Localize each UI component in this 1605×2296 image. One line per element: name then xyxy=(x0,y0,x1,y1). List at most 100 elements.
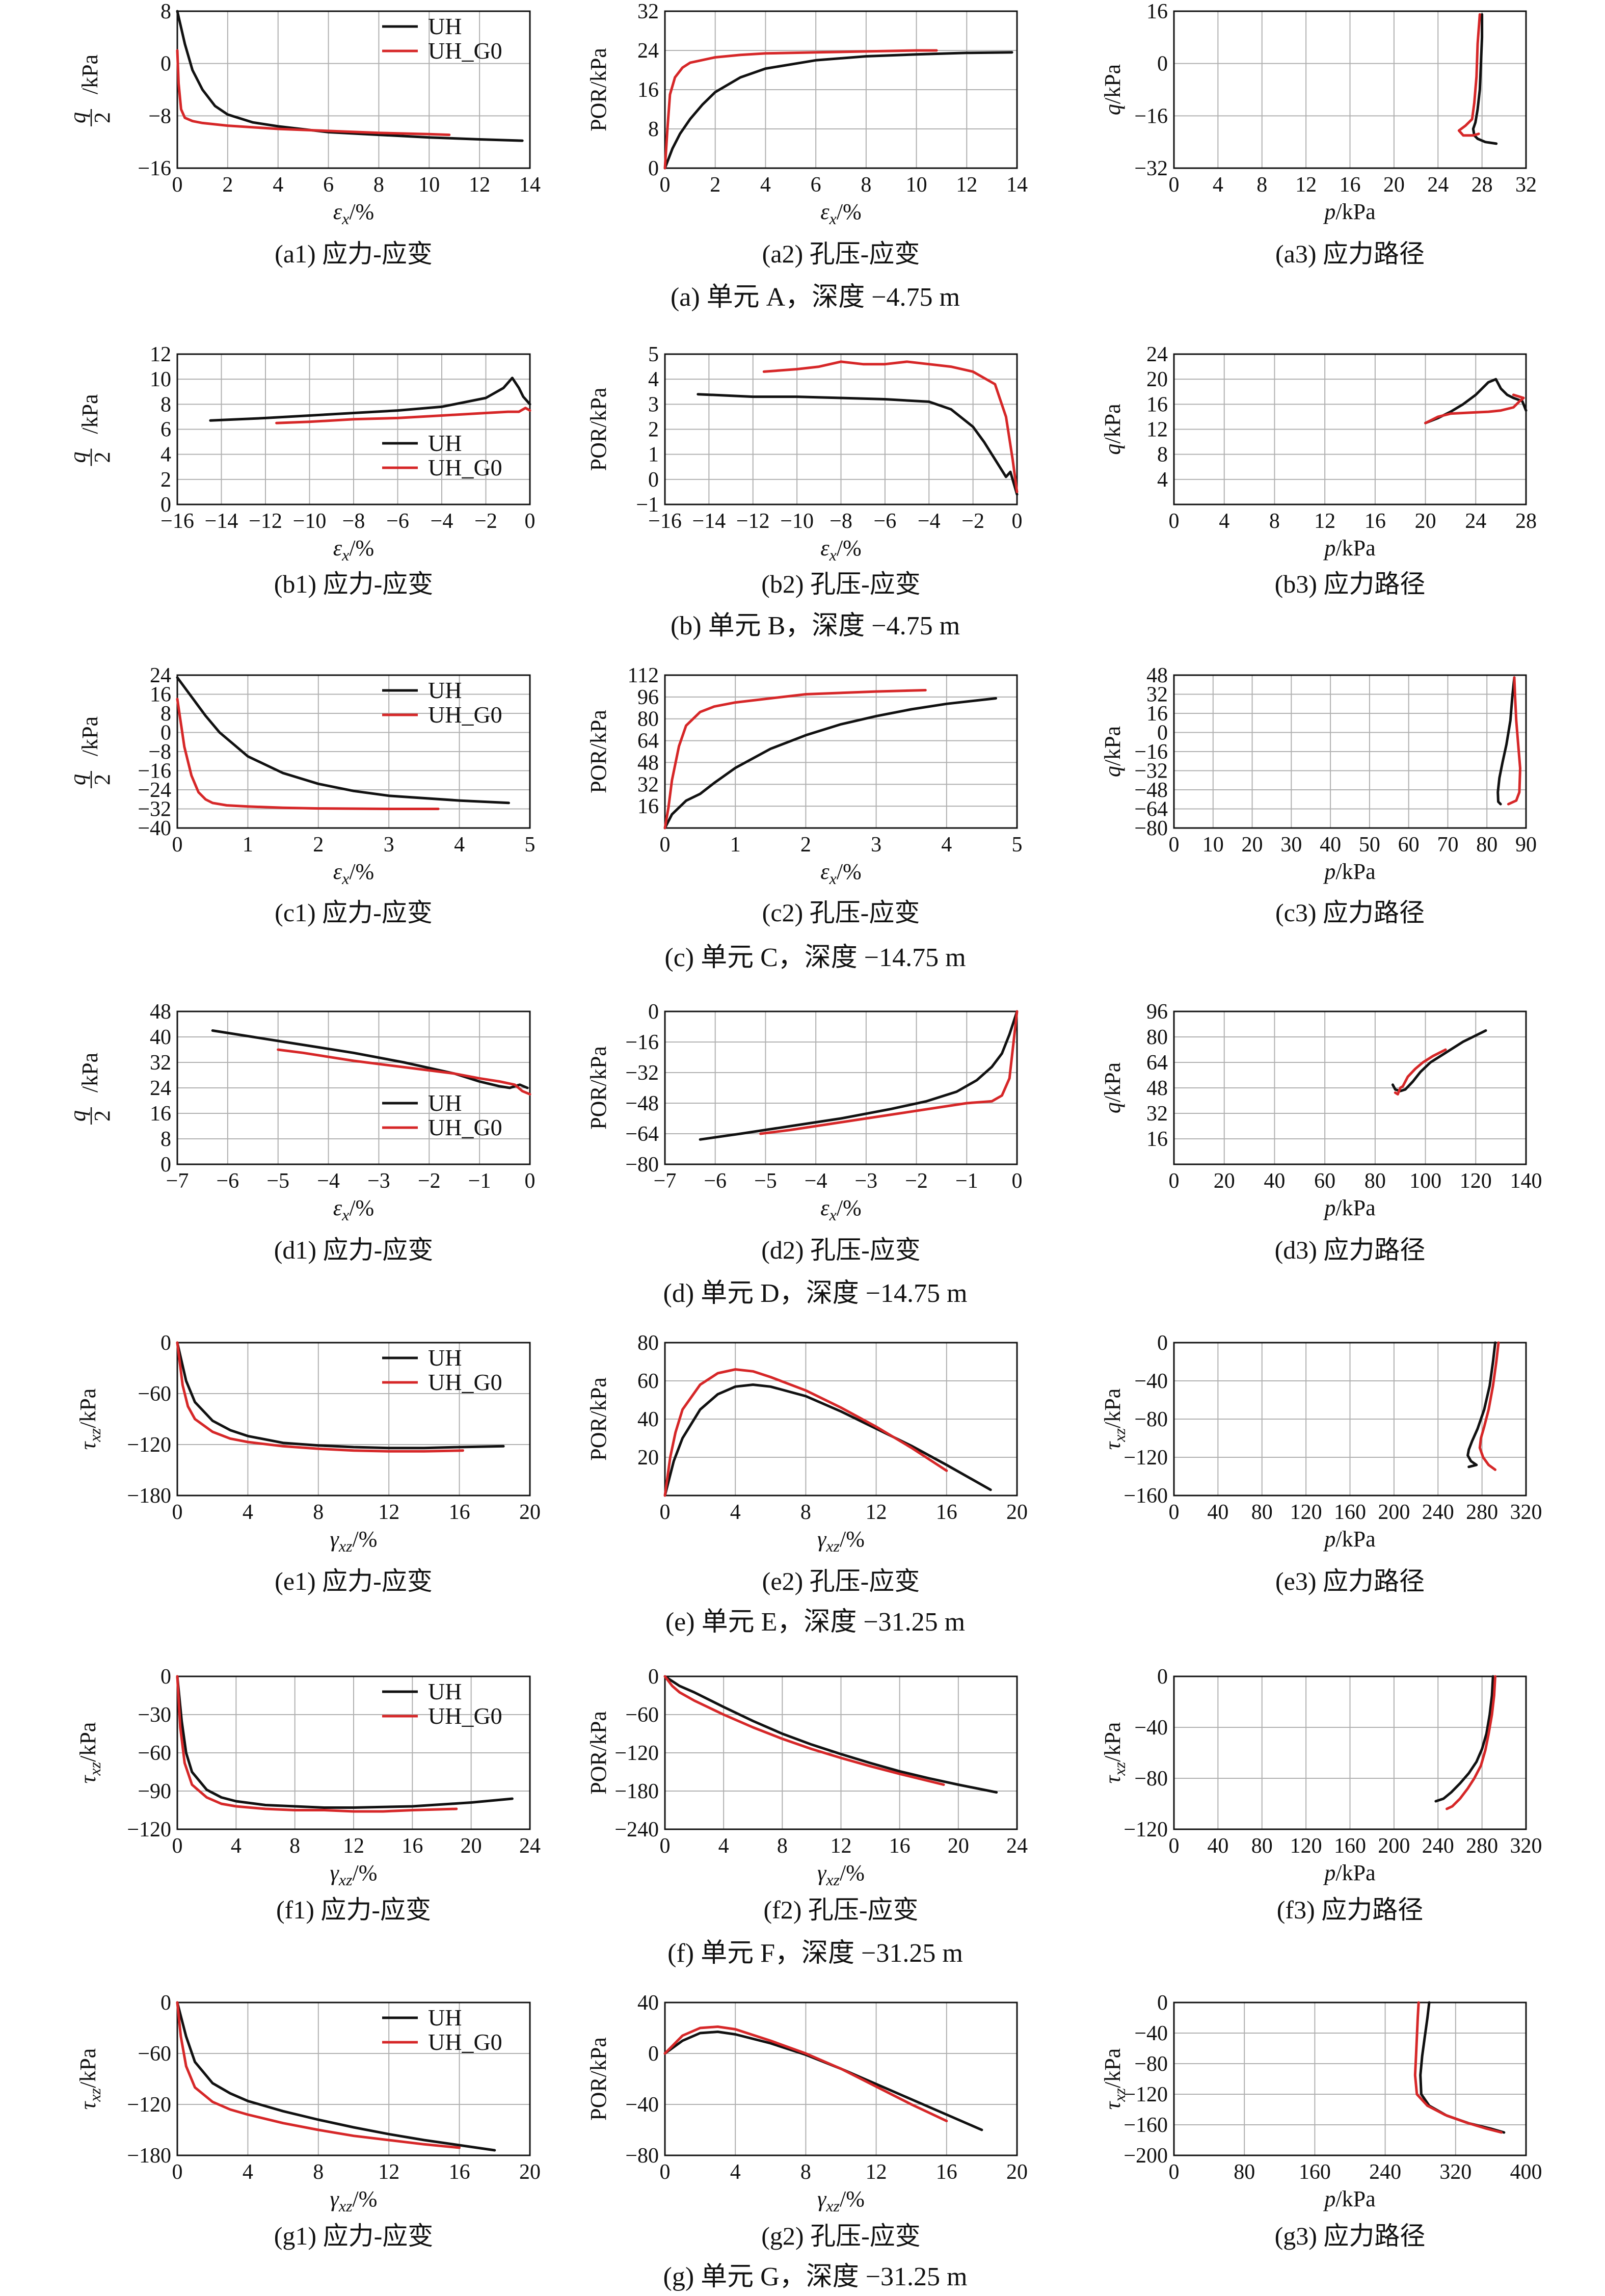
y-tick-label: 32 xyxy=(1146,1102,1168,1126)
y-tick-label: 32 xyxy=(637,773,659,796)
x-tick-label: 1 xyxy=(730,833,741,857)
y-tick-label: 16 xyxy=(637,795,659,818)
x-tick-label: −2 xyxy=(905,1169,928,1193)
axis-unit: /% xyxy=(837,199,862,224)
y-tick-label: 0 xyxy=(1157,1331,1168,1355)
plot-frame xyxy=(1173,2001,1527,2156)
axis-symbol: τ xyxy=(1100,2100,1125,2110)
axis-unit: /kPa xyxy=(1100,1722,1125,1762)
axis-subscript: x xyxy=(829,209,837,228)
axis-unit: /kPa xyxy=(1335,199,1375,224)
y-tick-label: 20 xyxy=(637,1446,659,1470)
y-axis-label: q 2/kPa xyxy=(65,55,115,126)
x-tick-label: 20 xyxy=(1415,510,1436,533)
y-tick-label: 0 xyxy=(1157,1665,1168,1689)
axis-label: p/kPa xyxy=(1323,1860,1375,1885)
y-tick-label: −180 xyxy=(127,1484,171,1508)
axis-label: POR/kPa xyxy=(586,1046,611,1130)
x-tick-label: 4 xyxy=(718,1834,729,1858)
x-tick-label: 160 xyxy=(1334,1834,1366,1858)
series-line-uh xyxy=(1434,1675,1494,1803)
x-tick-label: 200 xyxy=(1378,1501,1410,1524)
x-tick-label: −8 xyxy=(830,510,852,533)
y-tick-label: 24 xyxy=(1146,343,1168,366)
x-tick-label: 5 xyxy=(1012,833,1023,857)
y-tick-label: −64 xyxy=(625,1123,659,1146)
x-tick-label: 32 xyxy=(1515,173,1537,197)
axis-symbol: τ xyxy=(75,1774,100,1783)
axis-unit: /kPa xyxy=(1335,859,1375,884)
y-tick-label: 0 xyxy=(160,1665,171,1689)
x-tick-label: 0 xyxy=(1169,1169,1180,1193)
x-tick-label: 0 xyxy=(660,1834,671,1858)
y-tick-label: 16 xyxy=(150,683,171,707)
y-tick-label: −80 xyxy=(625,1153,659,1177)
plot-frame xyxy=(176,674,531,829)
y-tick-label: 96 xyxy=(1146,1000,1168,1024)
subplot-title: (d3) 应力路径 xyxy=(1275,1236,1426,1264)
axis-label: τxz/kPa xyxy=(75,1722,104,1784)
y-tick-label: −80 xyxy=(625,2144,659,2168)
chart-e3: 0 40 80 120 160 200 240 280 320−160−120−80−400p/… xyxy=(1100,1331,1542,1595)
subplot-title: (d1) 应力-应变 xyxy=(274,1236,433,1264)
plot-frame xyxy=(1173,674,1527,829)
series-line-uh xyxy=(1391,1029,1487,1092)
axis-subscript: xz xyxy=(825,1537,840,1555)
series-line-uh-g0 xyxy=(663,1368,948,1497)
y-tick-label: 32 xyxy=(1146,683,1168,707)
y-tick-label: −32 xyxy=(1134,157,1168,180)
x-tick-label: 280 xyxy=(1466,1834,1498,1858)
axis-label: p/kPa xyxy=(1323,199,1375,224)
y-axis-label: POR/kPa xyxy=(586,2037,611,2121)
x-tick-label: 40 xyxy=(1264,1169,1285,1193)
x-tick-label: 14 xyxy=(519,173,541,197)
x-tick-label: 28 xyxy=(1472,173,1493,197)
y-tick-label: −120 xyxy=(614,1742,659,1765)
y-tick-label: 0 xyxy=(648,468,659,492)
series-line-uh-g0 xyxy=(1478,1341,1500,1471)
series-line-uh xyxy=(697,393,1019,496)
axis-label: p/kPa xyxy=(1323,2186,1375,2211)
x-tick-label: 140 xyxy=(1510,1169,1542,1193)
x-tick-label: −7 xyxy=(166,1169,189,1193)
y-tick-label: 1 xyxy=(648,443,659,467)
axis-subscript: xz xyxy=(338,1537,353,1555)
y-tick-label: 24 xyxy=(637,39,659,63)
axis-label: τxz/kPa xyxy=(1100,2048,1129,2110)
subplot-title: (c2) 孔压-应变 xyxy=(762,898,920,927)
y-tick-label: −48 xyxy=(1134,779,1168,802)
axis-symbol: τ xyxy=(1100,1440,1125,1450)
x-tick-label: 8 xyxy=(313,2160,324,2184)
x-tick-label: 16 xyxy=(449,1501,470,1524)
chart-d3: 0 20 40 60 80 100 120 140163248648096p/kPaq/kPa… xyxy=(1100,1000,1542,1264)
y-tick-label: 2 xyxy=(160,468,171,492)
x-tick-label: −5 xyxy=(754,1169,777,1193)
x-tick-label: 12 xyxy=(956,173,977,197)
axis-unit: /kPa xyxy=(75,2048,100,2088)
x-tick-label: 240 xyxy=(1422,1834,1454,1858)
x-tick-label: 10 xyxy=(1202,833,1224,857)
x-tick-label: 1 xyxy=(243,833,253,857)
y-tick-label: 10 xyxy=(150,368,171,391)
x-tick-label: 4 xyxy=(243,1501,253,1524)
legend-label-uh: UH xyxy=(428,1345,462,1371)
axis-label: p/kPa xyxy=(1323,1527,1375,1552)
y-tick-label: 48 xyxy=(637,751,659,775)
x-tick-label: 280 xyxy=(1466,1501,1498,1524)
x-tick-label: 12 xyxy=(1314,510,1335,533)
x-tick-label: 0 xyxy=(1169,2160,1180,2184)
y-axis-label: q/kPa xyxy=(1100,726,1125,777)
y-axis-label: POR/kPa xyxy=(586,710,611,793)
axis-subscript: x xyxy=(829,546,837,564)
plot-frame xyxy=(1173,353,1527,505)
axis-label: εx/% xyxy=(333,199,374,228)
axis-symbol: p xyxy=(1323,1195,1335,1220)
y-axis-label: q 2/kPa xyxy=(65,394,115,466)
x-tick-label: −14 xyxy=(205,510,238,533)
x-tick-label: 320 xyxy=(1510,1501,1542,1524)
x-tick-label: 14 xyxy=(1006,173,1028,197)
axis-symbol: τ xyxy=(1100,1774,1125,1783)
